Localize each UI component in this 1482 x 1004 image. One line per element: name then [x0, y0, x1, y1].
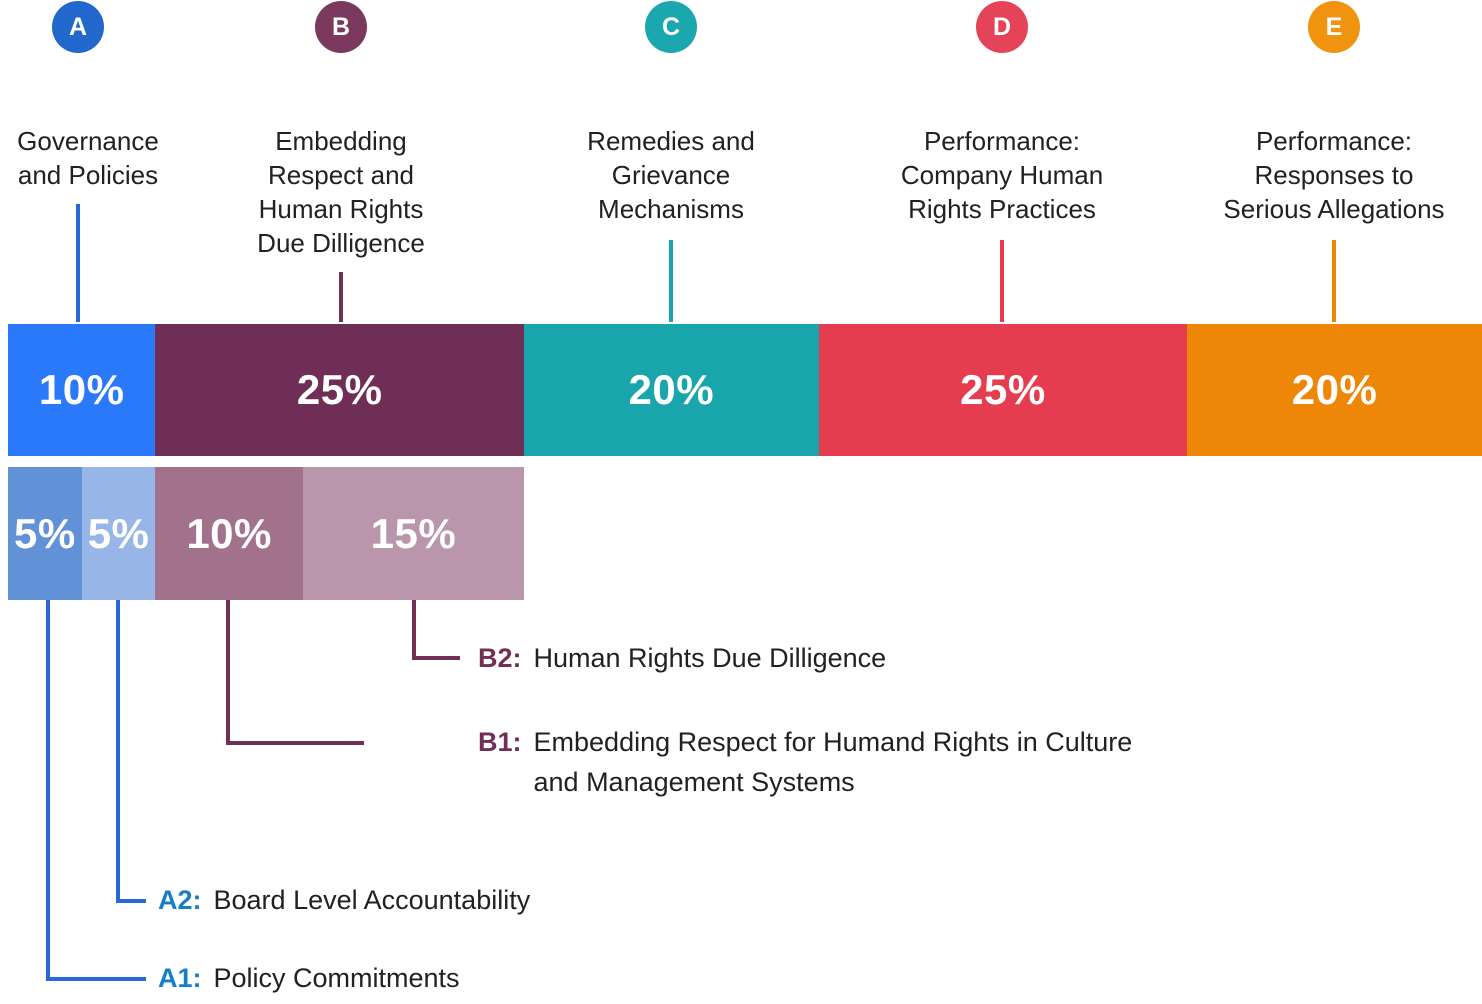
callout-line-b1-horizontal [226, 741, 364, 745]
bar-segment-c-percent: 20% [628, 366, 715, 413]
callout-a2: A2: Board Level Accountability [158, 880, 530, 920]
sub-segment-b2-percent: 15% [370, 509, 457, 557]
badge-e: E [1308, 1, 1360, 53]
badge-c: C [645, 1, 697, 53]
badge-b: B [315, 1, 367, 53]
sub-segment-b2: 15% [302, 467, 524, 600]
connector-line-a [76, 204, 80, 322]
callout-b1-prefix: B1: [478, 727, 522, 757]
main-stacked-bar: 10% 25% 20% 25% 20% [8, 324, 1482, 456]
sub-segment-a2: 5% [81, 467, 156, 600]
sub-segment-b1-percent: 10% [186, 509, 272, 557]
callout-a2-text: Board Level Accountability [213, 885, 531, 915]
callout-line-a1-vertical [46, 600, 50, 981]
connector-line-b [339, 272, 343, 322]
category-label-b: Embedding Respect and Human Rights Due D… [257, 126, 425, 258]
callout-a2-prefix: A2: [158, 885, 202, 915]
callout-b2: B2: Human Rights Due Dilligence [478, 638, 886, 678]
callout-a1-prefix: A1: [158, 963, 202, 993]
callout-line-a1-horizontal [46, 977, 146, 981]
category-label-e: Performance: Responses to Serious Allega… [1223, 126, 1445, 224]
bar-segment-e-percent: 20% [1291, 366, 1378, 413]
sub-segment-a2-percent: 5% [87, 509, 150, 557]
connector-line-d [1000, 240, 1004, 322]
category-label-c: Remedies and Grievance Mechanisms [587, 126, 755, 224]
bar-segment-e: 20% [1187, 324, 1482, 456]
callout-a1-text: Policy Commitments [213, 963, 460, 993]
bar-segment-a: 10% [8, 324, 156, 456]
sub-breakdown-bar: 5% 5% 10% 15% [8, 467, 524, 600]
callout-b2-prefix: B2: [478, 643, 522, 673]
callout-b2-text: Human Rights Due Dilligence [533, 643, 887, 673]
bar-segment-c: 20% [523, 324, 819, 456]
callout-line-a2-vertical [116, 600, 120, 903]
bar-segment-d: 25% [818, 324, 1188, 456]
callout-line-b2-vertical [412, 600, 416, 660]
connector-line-c [669, 240, 673, 322]
callout-b1: B1: Embedding Respect for Humand Rights … [478, 722, 1132, 802]
category-label-d: Performance: Company Human Rights Practi… [900, 126, 1104, 224]
callout-line-a2-horizontal [116, 899, 146, 903]
bar-segment-a-percent: 10% [38, 366, 125, 413]
connector-line-e [1332, 240, 1336, 322]
badge-b-letter: B [331, 12, 351, 41]
badge-d-letter: D [992, 12, 1012, 41]
badge-e-letter: E [1325, 12, 1343, 41]
sub-segment-a1-percent: 5% [14, 509, 76, 557]
callout-a1: A1: Policy Commitments [158, 958, 460, 998]
badge-d: D [976, 1, 1028, 53]
callout-b1-text: Embedding Respect for Humand Rights in C… [533, 727, 1133, 797]
badge-c-letter: C [661, 12, 681, 41]
sub-segment-b1: 10% [155, 467, 303, 600]
bar-segment-b: 25% [155, 324, 524, 456]
callout-line-b1-vertical [226, 600, 230, 745]
callout-line-b2-horizontal [412, 656, 460, 660]
category-label-a: Governance and Policies [17, 126, 159, 190]
sub-segment-a1: 5% [8, 467, 82, 600]
bar-segment-b-percent: 25% [296, 366, 383, 413]
badge-a: A [52, 1, 104, 53]
bar-segment-d-percent: 25% [960, 366, 1046, 413]
badge-a-letter: A [68, 12, 88, 41]
